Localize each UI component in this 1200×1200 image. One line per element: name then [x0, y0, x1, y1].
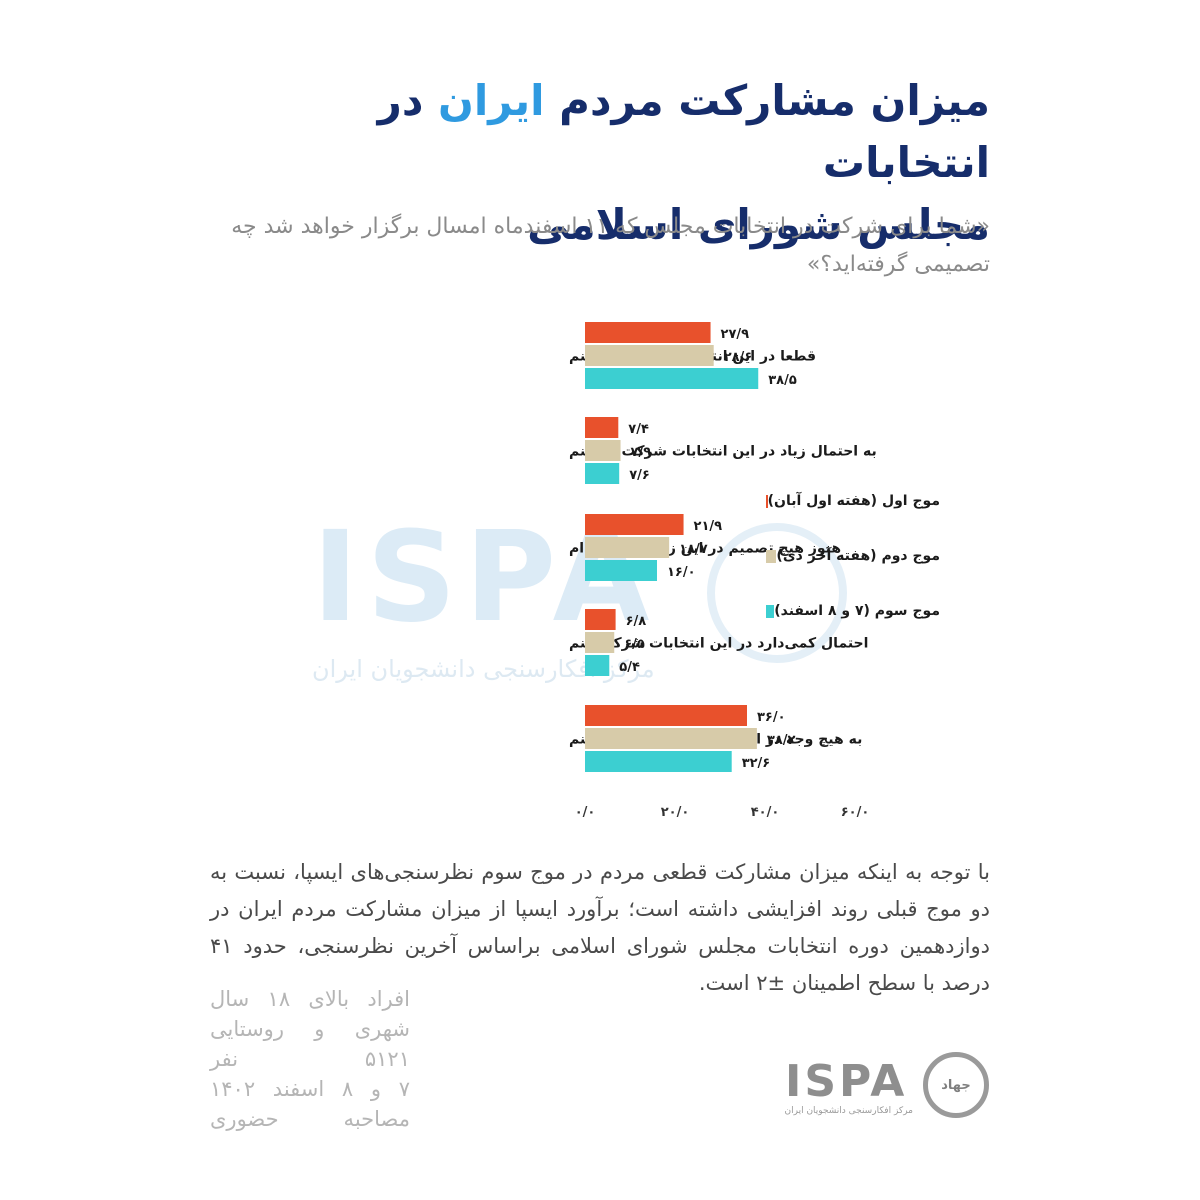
data-label: ۳۸/۲ [767, 733, 796, 748]
x-tick-label: ۰/۰ [575, 805, 596, 820]
bar-3 [585, 751, 732, 772]
data-label: ۱۶/۰ [667, 565, 696, 580]
bar-1 [585, 609, 616, 630]
bar-2 [585, 440, 621, 461]
bar-1 [585, 514, 684, 535]
data-label: ۶/۵ [624, 637, 645, 652]
data-label: ۷/۹ [631, 445, 652, 460]
bar-3 [585, 368, 759, 389]
x-tick-label: ۴۰/۰ [751, 805, 780, 820]
x-tick-label: ۲۰/۰ [661, 805, 690, 820]
detail-area: شهری و روستایی [210, 1017, 410, 1041]
legend-item-wave-2: موج دوم (هفته آخر دی) [760, 543, 940, 569]
chart-legend: موج اول (هفته اول آبان) موج دوم (هفته آخ… [760, 488, 940, 653]
page-title: میزان مشارکت مردم ایران در انتخابات مجلس… [230, 70, 990, 256]
bar-3 [585, 655, 610, 676]
bar-3 [585, 463, 620, 484]
bar-2 [585, 728, 757, 749]
data-label: ۲۸/۶ [724, 350, 753, 365]
bar-1 [585, 322, 711, 343]
legend-item-wave-3: موج سوم (۷ و ۸ اسفند) [760, 598, 940, 624]
bar-1 [585, 705, 747, 726]
logo-seal-text: جهاد [941, 1077, 971, 1093]
bar-2 [585, 632, 615, 653]
title-part-2: در انتخابات [377, 76, 990, 187]
data-label: ۲۷/۹ [721, 327, 750, 342]
category-label: به احتمال زیاد در این انتخابات شرکت می‌ک… [569, 444, 877, 460]
legend-label: موج سوم (۷ و ۸ اسفند) [774, 603, 940, 619]
data-label: ۷/۶ [629, 468, 650, 483]
title-highlight: ایران [438, 76, 545, 125]
data-label: ۱۸/۷ [679, 542, 708, 557]
data-label: ۵/۴ [619, 660, 640, 675]
legend-swatch [766, 494, 768, 508]
survey-question: «شما برای شرکت در انتخابات مجلس که ۱۱ اس… [231, 214, 990, 277]
data-label: ۲۱/۹ [694, 519, 723, 534]
data-label: ۷/۴ [628, 422, 649, 437]
detail-sample-size: ۵۱۲۱ نفر [210, 1047, 410, 1071]
detail-method: مصاحبه حضوری [210, 1107, 410, 1131]
survey-details: افراد بالای ۱۸ سال شهری و روستایی ۵۱۲۱ ن… [210, 984, 410, 1134]
logo-text: ISPA [785, 1056, 908, 1107]
ispa-logo: ISPA مرکز افکارسنجی دانشجویان ایران جهاد [785, 1050, 995, 1130]
bar-3 [585, 560, 657, 581]
x-tick-label: ۶۰/۰ [841, 805, 870, 820]
legend-item-wave-1: موج اول (هفته اول آبان) [760, 488, 940, 514]
title-part-1: میزان مشارکت مردم [544, 76, 990, 125]
bar-1 [585, 417, 619, 438]
data-label: ۳۲/۶ [742, 756, 771, 771]
bar-2 [585, 345, 714, 366]
legend-swatch [766, 549, 777, 563]
data-label: ۳۶/۰ [757, 710, 786, 725]
jahad-seal-icon: جهاد [923, 1052, 989, 1118]
category-label: احتمال کمی‌دارد در این انتخابات شرکت کنم [569, 636, 868, 652]
legend-label: موج اول (هفته اول آبان) [767, 493, 940, 509]
legend-label: موج دوم (هفته آخر دی) [776, 548, 940, 564]
data-label: ۶/۸ [626, 614, 647, 629]
footnote-paragraph: با توجه به اینکه میزان مشارکت قطعی مردم … [210, 860, 990, 995]
logo-subtitle: مرکز افکارسنجی دانشجویان ایران [784, 1106, 914, 1116]
title-line-2: مجلس شورای اسلامی [527, 200, 990, 249]
legend-swatch [766, 604, 775, 618]
detail-date: ۷ و ۸ اسفند ۱۴۰۲ [210, 1077, 410, 1101]
data-label: ۳۸/۵ [768, 373, 797, 388]
bar-2 [585, 537, 670, 558]
detail-population: افراد بالای ۱۸ سال [210, 987, 410, 1011]
